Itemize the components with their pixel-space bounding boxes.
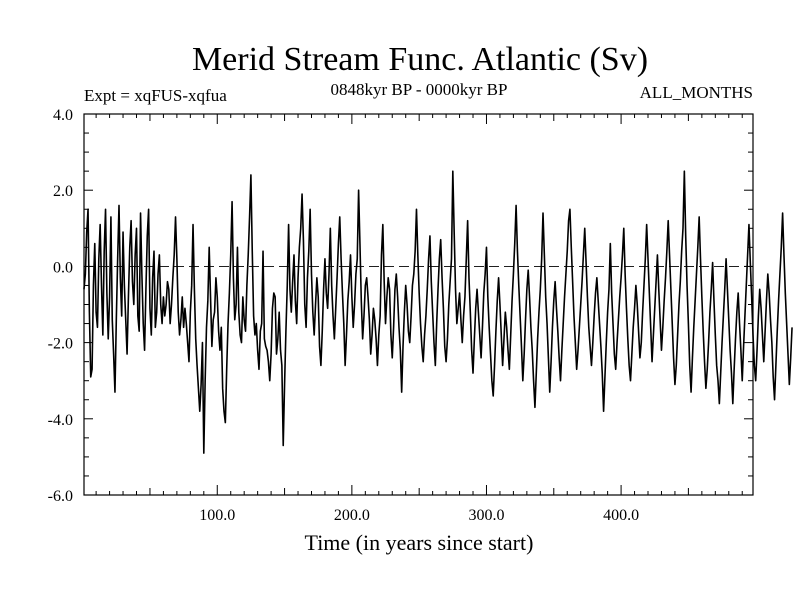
x-axis-label: Time (in years since start) <box>305 530 534 555</box>
y-tick-label: 0.0 <box>53 259 73 276</box>
plot-area <box>83 170 793 454</box>
y-tick-label: -2.0 <box>48 336 73 353</box>
x-tick-label: 400.0 <box>603 507 639 524</box>
x-tick-label: 100.0 <box>199 507 235 524</box>
axes-layer: -6.0 -4.0 -2.0 0.0 2.0 4.0 100.0 200.0 300.0 400.… <box>48 107 753 524</box>
months-label: ALL_MONTHS <box>640 83 753 102</box>
chart-title: Merid Stream Func. Atlantic (Sv) <box>192 41 648 78</box>
series-line <box>83 170 793 454</box>
plot-frame <box>83 113 754 496</box>
x-tick-label: 200.0 <box>334 507 370 524</box>
x-tick-label: 300.0 <box>468 507 504 524</box>
y-tick-label: 4.0 <box>53 107 73 124</box>
y-tick-label: -6.0 <box>48 488 73 505</box>
period-label: 0848kyr BP - 0000kyr BP <box>331 80 508 99</box>
y-tick-label: 2.0 <box>53 183 73 200</box>
experiment-label: Expt = xqFUS-xqfua <box>84 86 227 105</box>
y-tick-label: -4.0 <box>48 412 73 429</box>
